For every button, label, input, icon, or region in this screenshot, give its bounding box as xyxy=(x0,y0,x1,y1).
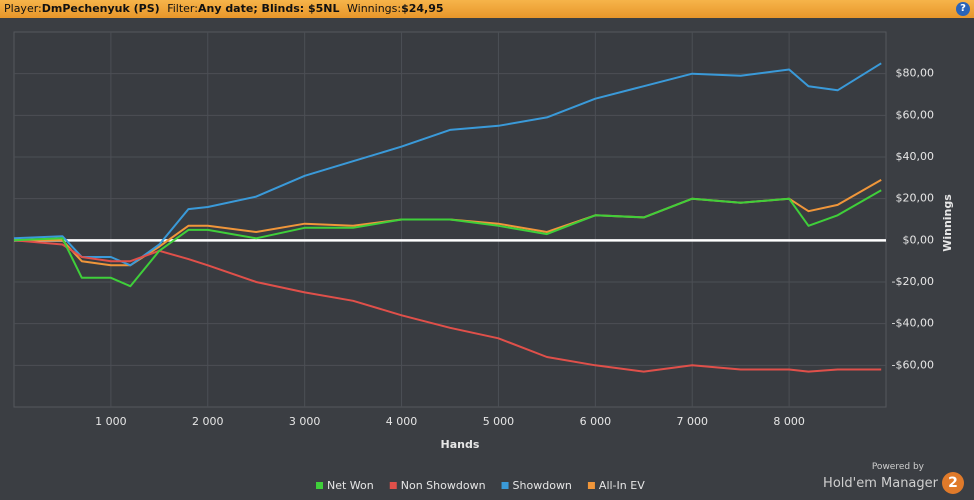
y-tick-label: $60,00 xyxy=(896,108,935,121)
chart: Hands Winnings Net Won Non Showdown Showdo… xyxy=(13,31,954,492)
legend: Net Won Non Showdown Showdown All-In EV xyxy=(316,479,645,492)
x-tick-label: 4 000 xyxy=(386,415,418,428)
legend-swatch xyxy=(316,482,323,489)
winnings-label: Winnings: xyxy=(347,2,402,15)
filter: Any date; Blinds: $5NL xyxy=(197,2,340,15)
powered-by: Powered by xyxy=(871,462,924,472)
winnings: $24,95 xyxy=(401,2,444,15)
legend-swatch xyxy=(501,482,509,489)
branding: Powered by Hold'em Manager 2 xyxy=(823,462,964,494)
help-button[interactable]: ? xyxy=(956,2,970,16)
x-tick-label: 7 000 xyxy=(676,415,708,428)
legend-swatch xyxy=(389,482,397,489)
y-tick-label: -$20,00 xyxy=(892,275,934,288)
x-tick-label: 6 000 xyxy=(580,415,612,428)
x-axis-title: Hands xyxy=(441,438,480,451)
y-tick-label: $40,00 xyxy=(896,150,935,163)
y-axis-title: Winnings xyxy=(941,194,954,252)
x-tick-label: 3 000 xyxy=(289,415,321,428)
legend-label: Non Showdown xyxy=(401,479,486,492)
product-name: Hold'em Manager xyxy=(823,475,938,491)
series-line xyxy=(13,62,882,267)
y-tick-label: -$40,00 xyxy=(892,317,934,330)
series-line xyxy=(13,239,882,373)
filter-label: Filter: xyxy=(167,2,198,15)
x-tick-label: 2 000 xyxy=(192,415,224,428)
legend-label: All-In EV xyxy=(599,479,645,492)
legend-swatch xyxy=(587,482,595,489)
x-tick-label: 1 000 xyxy=(95,415,127,428)
player-label: Player: xyxy=(4,2,42,15)
legend-label: Net Won xyxy=(327,479,374,492)
y-tick-label: $0,00 xyxy=(903,233,935,246)
y-tick-label: $80,00 xyxy=(896,67,935,80)
x-tick-label: 8 000 xyxy=(773,415,805,428)
legend-label: Showdown xyxy=(513,479,572,492)
header-bar: Player:DmPechenyuk (PS) Filter:Any date;… xyxy=(0,0,974,18)
product-version: 2 xyxy=(942,472,964,494)
series-line xyxy=(13,189,882,288)
y-tick-label: $20,00 xyxy=(896,192,935,205)
x-tick-label: 5 000 xyxy=(483,415,515,428)
player: DmPechenyuk (PS) xyxy=(41,2,160,15)
y-tick-label: -$60,00 xyxy=(892,358,934,371)
